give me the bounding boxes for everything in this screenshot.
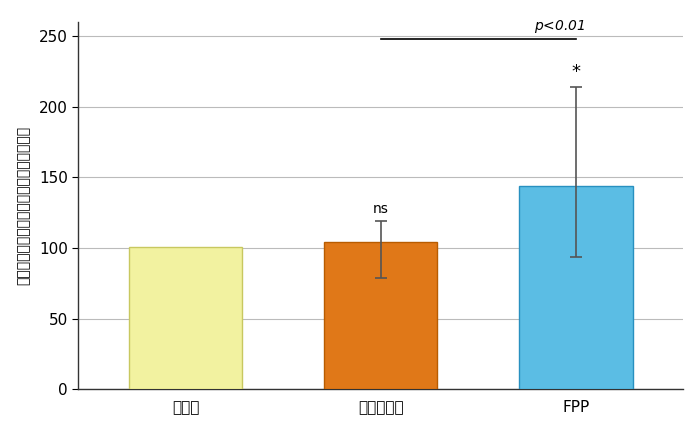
Bar: [324, 242, 438, 389]
Bar: [129, 247, 242, 389]
Text: *: *: [571, 64, 580, 82]
Text: $p$<0.01: $p$<0.01: [535, 18, 586, 35]
Y-axis label: 開始時とのテロメラーゼ活性の比較（％）: 開始時とのテロメラーゼ活性の比較（％）: [17, 126, 31, 285]
Text: ns: ns: [373, 202, 389, 216]
Bar: [519, 186, 633, 389]
